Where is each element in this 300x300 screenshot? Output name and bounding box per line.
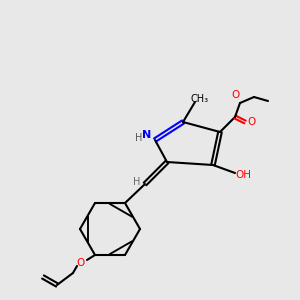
Text: O: O [77, 258, 85, 268]
Text: H: H [135, 133, 143, 143]
Text: H: H [133, 177, 141, 187]
Text: O: O [231, 90, 239, 100]
Text: OH: OH [235, 170, 251, 180]
Text: O: O [248, 117, 256, 127]
Text: CH₃: CH₃ [191, 94, 209, 104]
Text: N: N [142, 130, 152, 140]
